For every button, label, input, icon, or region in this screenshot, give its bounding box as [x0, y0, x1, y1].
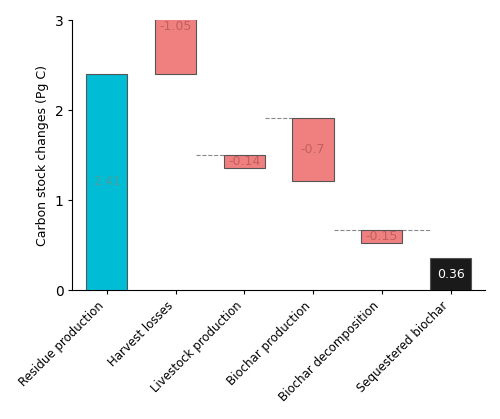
Bar	[224, 155, 265, 168]
Text: -0.7: -0.7	[301, 142, 326, 155]
Text: 0.36: 0.36	[436, 268, 464, 281]
Bar	[155, 0, 196, 74]
Text: -0.14: -0.14	[228, 155, 260, 168]
Text: -0.15: -0.15	[366, 230, 398, 243]
Bar	[86, 74, 128, 290]
Bar	[430, 258, 471, 290]
Bar	[361, 230, 403, 243]
Text: 2.41: 2.41	[93, 176, 120, 189]
Y-axis label: Carbon stock changes (Pg C): Carbon stock changes (Pg C)	[36, 65, 49, 246]
Text: -1.05: -1.05	[160, 20, 192, 33]
Bar	[292, 118, 334, 181]
